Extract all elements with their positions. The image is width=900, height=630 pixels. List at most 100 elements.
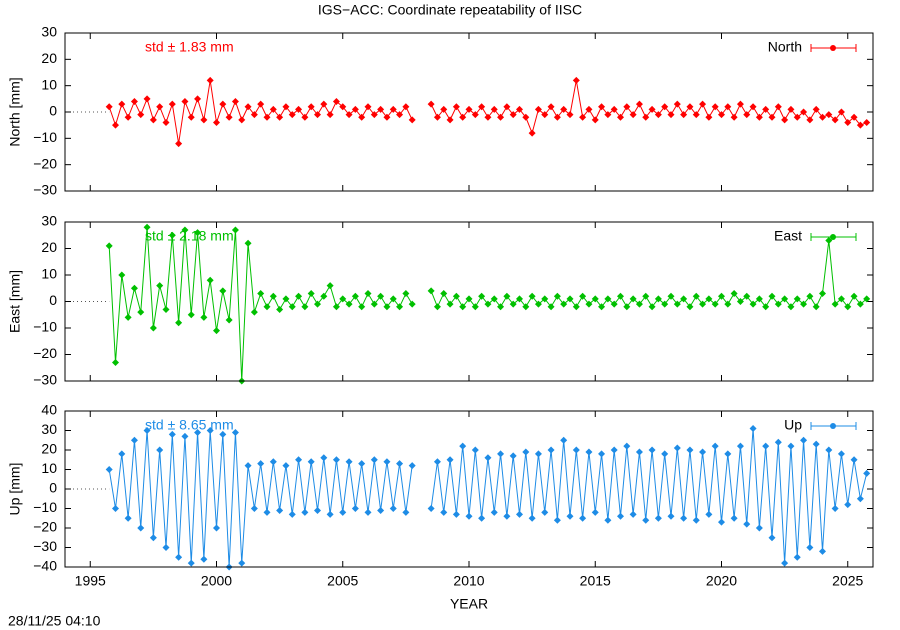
y-tick-label: 0 — [49, 103, 57, 119]
x-tick-label: 1995 — [75, 573, 106, 589]
data-point — [339, 508, 347, 516]
data-point — [162, 544, 170, 551]
data-point — [579, 292, 587, 300]
data-point — [781, 559, 789, 567]
data-point — [768, 113, 776, 121]
data-point — [516, 510, 523, 518]
data-point — [175, 140, 183, 148]
data-point — [219, 100, 227, 108]
data-point — [591, 295, 599, 303]
data-point — [112, 121, 119, 129]
data-point — [718, 292, 725, 300]
y-tick-label: 0 — [49, 480, 57, 496]
data-point — [856, 495, 864, 503]
data-point — [673, 300, 681, 308]
data-point — [364, 103, 372, 111]
data-point — [585, 105, 593, 113]
plot-frame — [64, 221, 874, 382]
series-line — [108, 80, 867, 144]
data-point — [408, 300, 416, 308]
data-point — [383, 303, 391, 311]
data-point — [402, 103, 410, 111]
data-point — [452, 510, 460, 518]
data-point — [787, 105, 795, 113]
data-point — [654, 295, 662, 303]
data-point — [295, 105, 303, 113]
y-tick-label: 30 — [41, 213, 57, 229]
data-point — [705, 295, 713, 303]
data-point — [175, 553, 183, 561]
data-point — [793, 553, 801, 561]
data-point — [213, 119, 220, 127]
data-point — [219, 430, 227, 438]
data-point — [755, 524, 763, 532]
data-point — [497, 450, 505, 458]
data-point — [623, 303, 631, 311]
data-point — [812, 440, 820, 448]
data-point — [484, 113, 492, 121]
y-tick-label: 10 — [41, 266, 57, 282]
data-point — [610, 446, 618, 454]
data-point — [844, 501, 852, 509]
data-point — [566, 512, 574, 520]
data-point — [276, 113, 284, 121]
data-point — [301, 508, 309, 516]
data-point — [370, 300, 378, 308]
data-point — [118, 271, 126, 279]
data-point — [168, 430, 176, 438]
data-point — [181, 432, 189, 440]
data-point — [149, 116, 157, 124]
data-point — [301, 303, 309, 311]
data-point — [124, 113, 132, 121]
data-point — [812, 303, 820, 311]
data-point — [427, 287, 435, 295]
data-point — [206, 76, 214, 84]
data-point — [143, 223, 151, 231]
data-point — [566, 111, 574, 119]
data-point — [452, 292, 460, 300]
data-point — [225, 316, 233, 324]
data-point — [314, 111, 321, 119]
legend-label: East — [774, 228, 802, 244]
data-point — [402, 290, 410, 298]
timestamp: 28/11/25 04:10 — [8, 613, 101, 629]
data-point — [718, 111, 725, 119]
data-point — [560, 436, 568, 444]
data-point — [282, 295, 290, 303]
data-point — [534, 450, 542, 458]
y-tick-label: −10 — [33, 129, 57, 145]
x-tick-label: 2015 — [580, 573, 611, 589]
data-point — [364, 508, 372, 516]
x-tick-label: 2025 — [832, 573, 863, 589]
data-point — [623, 442, 631, 450]
data-point — [200, 116, 208, 124]
data-point — [497, 113, 505, 121]
data-point — [635, 448, 643, 456]
y-axis-label: Up [mm] — [7, 463, 23, 516]
data-point — [730, 290, 738, 298]
data-point — [112, 505, 119, 512]
std-annotation: std ± 2.18 mm — [145, 228, 234, 244]
data-point — [617, 512, 624, 520]
data-point — [591, 116, 599, 124]
data-point — [339, 103, 347, 111]
data-point — [250, 505, 258, 512]
data-point — [528, 292, 536, 300]
data-point — [560, 105, 568, 113]
data-point — [566, 295, 574, 303]
y-tick-label: −20 — [33, 345, 57, 361]
y-axis-label: East [mm] — [7, 270, 23, 333]
data-point — [686, 103, 694, 111]
data-point — [610, 105, 618, 113]
data-point — [105, 466, 113, 473]
data-point — [276, 305, 284, 313]
data-point — [541, 295, 549, 303]
data-point — [680, 514, 688, 522]
y-tick-label: −30 — [33, 538, 57, 554]
data-point — [635, 100, 643, 108]
y-tick-label: −10 — [33, 499, 57, 515]
data-point — [629, 111, 637, 119]
data-point — [459, 442, 467, 450]
data-point — [553, 516, 561, 524]
data-point — [383, 113, 391, 121]
